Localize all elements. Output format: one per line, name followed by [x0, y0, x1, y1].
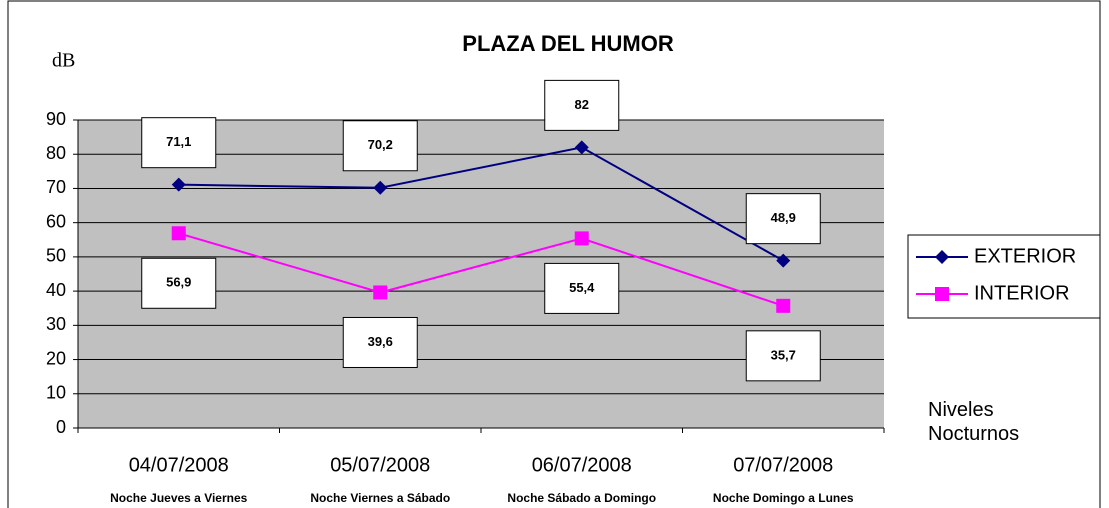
x-tick-label: 07/07/2008: [733, 454, 833, 476]
y-tick-label: 40: [46, 280, 66, 300]
x-tick-label: 04/07/2008: [129, 454, 229, 476]
marker: [373, 285, 388, 300]
data-label: 71,1: [166, 134, 191, 149]
data-label-box: [342, 316, 418, 368]
y-tick-label: 10: [46, 383, 66, 403]
y-tick-label: 50: [46, 246, 66, 266]
marker: [171, 177, 186, 192]
legend-label: EXTERIOR: [974, 245, 1076, 267]
x-tick-sublabel: Noche Domingo a Lunes: [713, 491, 854, 505]
data-label-box: [141, 257, 217, 309]
data-label: 70,2: [368, 137, 393, 152]
y-tick-label: 30: [46, 314, 66, 334]
y-tick-label: 70: [46, 177, 66, 197]
marker: [776, 298, 791, 313]
x-tick-label: 06/07/2008: [532, 454, 632, 476]
data-label: 55,4: [569, 280, 595, 295]
y-tick-label: 0: [56, 417, 66, 437]
marker: [574, 231, 589, 246]
y-tick-label: 80: [46, 143, 66, 163]
y-axis-label: dB: [52, 50, 75, 72]
chart-title: PLAZA DEL HUMOR: [462, 31, 674, 56]
data-label: 82: [575, 97, 589, 112]
data-label-box: [141, 117, 217, 169]
data-label-box: [745, 193, 821, 245]
series-line: [178, 146, 784, 262]
data-label: 56,9: [166, 275, 191, 290]
series-line: [178, 232, 784, 307]
data-label-box: [544, 262, 620, 314]
data-label-box: [342, 120, 418, 172]
data-label-box: [544, 79, 620, 131]
marker: [373, 180, 388, 195]
x-tick-sublabel: Noche Viernes a Sábado: [310, 491, 450, 505]
data-label: 48,9: [771, 210, 796, 225]
legend-box: [907, 234, 1101, 319]
y-tick-label: 20: [46, 348, 66, 368]
x-tick-label: 05/07/2008: [330, 454, 430, 476]
marker: [171, 226, 186, 241]
x-tick-sublabel: Noche Jueves a Viernes: [110, 491, 248, 505]
data-label: 35,7: [771, 347, 796, 362]
y-tick-label: 90: [46, 109, 66, 129]
data-label: 39,6: [368, 334, 393, 349]
marker: [935, 250, 949, 264]
legend-label: INTERIOR: [974, 282, 1070, 304]
x-tick-sublabel: Noche Sábado a Domingo: [507, 491, 656, 505]
marker: [776, 253, 791, 268]
x-axis-label: Niveles Nocturnos: [928, 399, 1020, 445]
y-tick-label: 60: [46, 211, 66, 231]
marker: [935, 287, 949, 301]
data-label-box: [745, 330, 821, 382]
marker: [574, 140, 589, 155]
